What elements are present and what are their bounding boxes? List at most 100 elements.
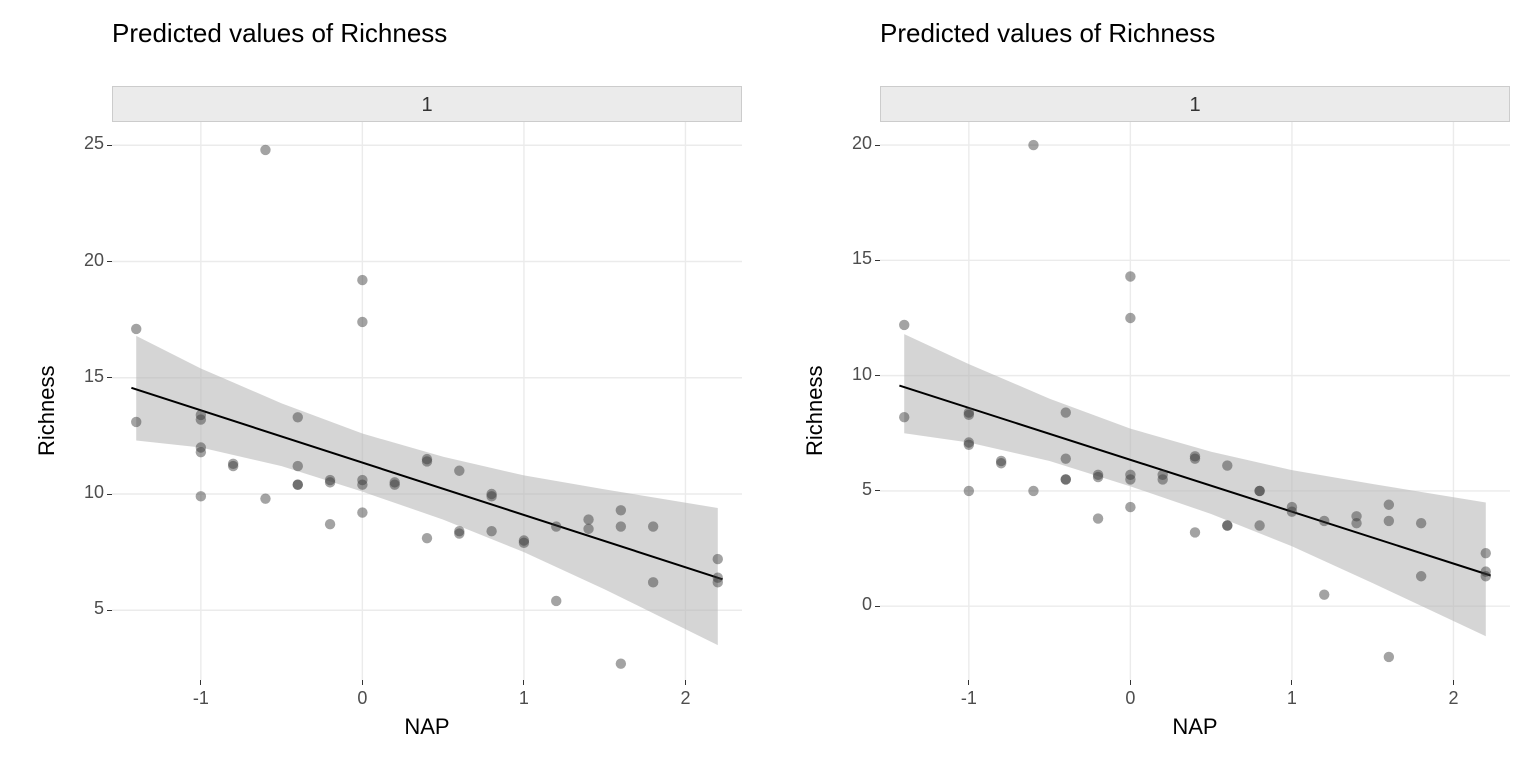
facet-strip: 1 <box>112 86 742 122</box>
data-point <box>551 596 561 606</box>
data-point <box>1190 451 1200 461</box>
data-point <box>1287 506 1297 516</box>
data-point <box>293 461 303 471</box>
y-axis-label: Richness <box>802 366 828 456</box>
data-point <box>1190 527 1200 537</box>
xtick-mark <box>685 680 686 685</box>
data-point <box>996 458 1006 468</box>
x-axis-label: NAP <box>880 714 1510 740</box>
ytick-mark <box>107 377 112 378</box>
data-point <box>325 519 335 529</box>
data-point <box>1416 571 1426 581</box>
xtick-label: 2 <box>1423 688 1483 709</box>
data-point <box>357 317 367 327</box>
y-axis-label: Richness <box>34 366 60 456</box>
data-point <box>389 480 399 490</box>
plot-area <box>880 122 1510 680</box>
data-point <box>1093 472 1103 482</box>
data-point <box>1384 500 1394 510</box>
data-point <box>1254 486 1264 496</box>
data-point <box>260 493 270 503</box>
ytick-mark <box>875 145 880 146</box>
ytick-mark <box>875 375 880 376</box>
ytick-label: 0 <box>822 594 872 615</box>
data-point <box>713 554 723 564</box>
data-point <box>583 524 593 534</box>
data-point <box>196 414 206 424</box>
ytick-label: 15 <box>54 366 104 387</box>
xtick-label: 1 <box>1262 688 1322 709</box>
data-point <box>454 466 464 476</box>
ytick-label: 20 <box>54 250 104 271</box>
data-point <box>1222 520 1232 530</box>
data-point <box>616 521 626 531</box>
data-point <box>486 491 496 501</box>
ytick-mark <box>875 606 880 607</box>
data-point <box>325 477 335 487</box>
ytick-label: 25 <box>54 133 104 154</box>
ytick-label: 15 <box>822 248 872 269</box>
ytick-mark <box>107 261 112 262</box>
data-point <box>1481 548 1491 558</box>
data-point <box>1125 474 1135 484</box>
data-point <box>648 577 658 587</box>
xtick-label: 1 <box>494 688 554 709</box>
data-point <box>648 521 658 531</box>
figure: Predicted values of Richness1-1012510152… <box>0 0 1536 768</box>
data-point <box>196 491 206 501</box>
xtick-label: 0 <box>1100 688 1160 709</box>
panel-left: Predicted values of Richness 1 -1 0 1 25 10 15 2… <box>0 0 768 768</box>
data-point <box>1157 474 1167 484</box>
panel-right: Predicted values of Richness1-1012051015… <box>768 0 1536 768</box>
data-point <box>1061 407 1071 417</box>
data-point <box>1351 518 1361 528</box>
plot-area <box>112 122 742 680</box>
data-point <box>486 526 496 536</box>
data-point <box>713 577 723 587</box>
data-point <box>293 412 303 422</box>
data-point <box>131 417 141 427</box>
xtick-mark <box>1453 680 1454 685</box>
xtick-mark <box>1291 680 1292 685</box>
data-point <box>357 507 367 517</box>
ytick-mark <box>107 610 112 611</box>
data-point <box>1384 516 1394 526</box>
xtick-mark <box>523 680 524 685</box>
data-point <box>1061 474 1071 484</box>
xtick-mark <box>200 680 201 685</box>
xtick-mark <box>1130 680 1131 685</box>
data-point <box>583 514 593 524</box>
data-point <box>1319 589 1329 599</box>
data-point <box>131 324 141 334</box>
data-point <box>1125 502 1135 512</box>
xtick-label: -1 <box>171 688 231 709</box>
ytick-label: 10 <box>54 482 104 503</box>
data-point <box>899 412 909 422</box>
data-point <box>964 440 974 450</box>
xtick-label: -1 <box>939 688 999 709</box>
data-point <box>1384 652 1394 662</box>
data-point <box>422 454 432 464</box>
chart-title: Predicted values of Richness <box>880 18 1215 49</box>
data-point <box>1028 486 1038 496</box>
ytick-mark <box>107 494 112 495</box>
ytick-label: 5 <box>54 598 104 619</box>
data-point <box>1481 571 1491 581</box>
ytick-label: 5 <box>822 479 872 500</box>
facet-strip: 1 <box>880 86 1510 122</box>
data-point <box>899 320 909 330</box>
chart-title: Predicted values of Richness <box>112 18 447 49</box>
ytick-mark <box>875 260 880 261</box>
data-point <box>1254 520 1264 530</box>
data-point <box>454 528 464 538</box>
data-point <box>1125 271 1135 281</box>
ytick-mark <box>107 145 112 146</box>
data-point <box>964 410 974 420</box>
data-point <box>357 480 367 490</box>
xtick-label: 0 <box>332 688 392 709</box>
data-point <box>616 659 626 669</box>
xtick-mark <box>968 680 969 685</box>
data-point <box>616 505 626 515</box>
data-point <box>1125 313 1135 323</box>
data-point <box>228 459 238 469</box>
